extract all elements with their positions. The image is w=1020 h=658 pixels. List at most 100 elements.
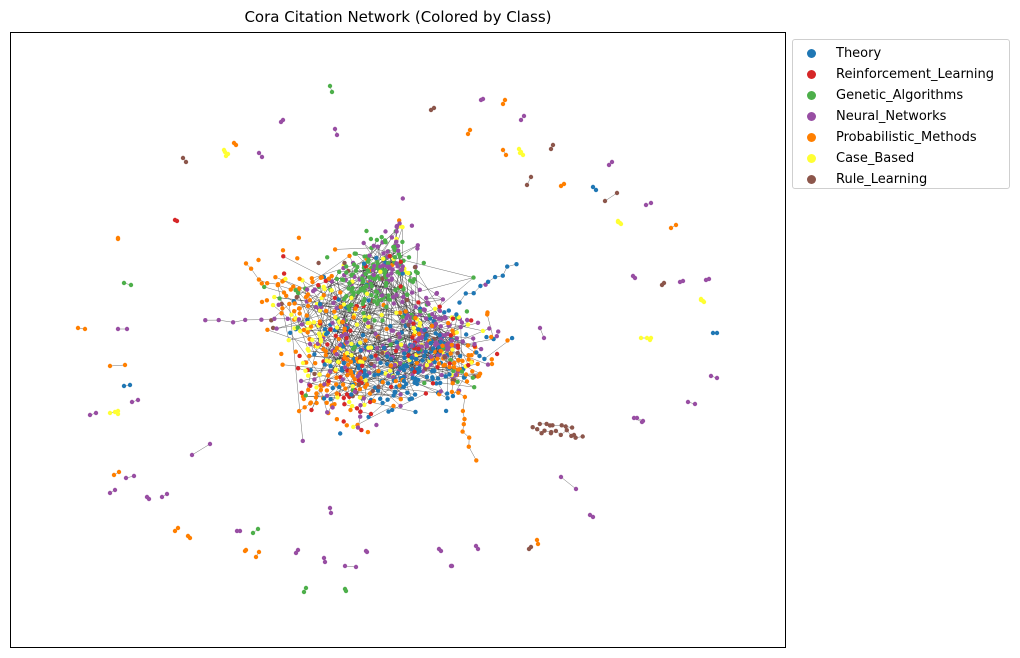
network-node (643, 202, 649, 208)
network-node (346, 304, 351, 309)
network-node (305, 346, 310, 352)
network-node (708, 373, 714, 379)
network-node (337, 269, 342, 275)
network-node (451, 365, 457, 370)
network-node (334, 325, 340, 330)
legend-item: Theory (793, 43, 1009, 64)
network-node (313, 361, 318, 366)
network-node (432, 306, 438, 311)
network-edge (320, 328, 387, 342)
network-node (368, 236, 374, 242)
network-node (459, 369, 465, 374)
network-node (281, 290, 287, 295)
network-node (503, 152, 509, 158)
plot-area (10, 32, 786, 648)
network-node (380, 318, 385, 323)
network-node (550, 423, 555, 428)
network-node (357, 395, 363, 400)
network-node (435, 353, 440, 358)
network-node (362, 368, 367, 373)
network-node (358, 409, 363, 414)
network-edge (294, 302, 432, 357)
network-node (489, 334, 494, 340)
network-node (341, 361, 347, 366)
network-node (372, 385, 378, 390)
network-node (351, 262, 357, 267)
network-node (440, 343, 445, 348)
network-node (283, 276, 288, 282)
network-node (344, 294, 349, 299)
network-node (358, 340, 363, 345)
network-node (335, 395, 340, 400)
network-node (416, 300, 421, 305)
network-node (350, 285, 355, 291)
network-node (391, 393, 396, 398)
network-node (296, 408, 302, 414)
network-node (456, 390, 461, 395)
network-node (340, 382, 346, 387)
network-node (349, 403, 355, 409)
network-node (354, 322, 360, 327)
network-node (353, 564, 359, 570)
network-node (456, 357, 461, 363)
network-node (526, 546, 532, 552)
network-node (203, 318, 208, 323)
network-node (297, 353, 302, 359)
network-node (449, 389, 455, 395)
network-node (385, 273, 391, 278)
network-node (115, 326, 121, 332)
network-node (465, 131, 471, 137)
network-node (454, 330, 459, 335)
network-node (301, 589, 307, 595)
network-node (328, 510, 334, 516)
network-node (348, 328, 353, 333)
network-node (331, 300, 336, 306)
network-node (558, 474, 564, 480)
network-node (378, 396, 383, 401)
network-edge (414, 373, 481, 383)
network-node (296, 317, 302, 322)
network-node (422, 327, 427, 333)
network-node (270, 325, 276, 331)
network-node (609, 159, 615, 165)
network-edge (328, 380, 439, 394)
network-node (355, 264, 360, 270)
network-node (559, 423, 564, 428)
network-node (415, 270, 420, 276)
network-node (288, 287, 293, 292)
network-node (344, 423, 349, 428)
network-node (380, 256, 386, 261)
network-node (372, 276, 378, 282)
network-node (561, 181, 567, 187)
network-edge (426, 297, 443, 300)
network-node (398, 403, 403, 409)
network-node (403, 363, 409, 368)
network-node (305, 292, 311, 297)
network-node (321, 555, 327, 561)
network-node (318, 339, 323, 344)
legend-item: Genetic_Algorithms (793, 85, 1009, 106)
legend-label: Case_Based (836, 151, 915, 166)
network-node (390, 267, 395, 272)
network-node (237, 528, 243, 534)
network-node (225, 151, 231, 157)
network-node (661, 280, 667, 286)
network-node (351, 315, 356, 320)
network-node (424, 295, 429, 301)
network-node (388, 384, 394, 390)
network-node (353, 306, 358, 311)
network-node (537, 325, 543, 331)
network-node (324, 331, 329, 337)
network-node (388, 363, 394, 368)
network-node (469, 360, 474, 365)
network-node (296, 306, 302, 311)
network-node (463, 372, 469, 377)
network-node (349, 341, 354, 347)
network-node (356, 365, 361, 371)
network-node (478, 97, 484, 103)
network-node (369, 284, 374, 289)
network-node (303, 368, 308, 373)
legend-label: Probabilistic_Methods (836, 130, 977, 145)
network-node (353, 268, 359, 273)
network-node (386, 409, 391, 414)
